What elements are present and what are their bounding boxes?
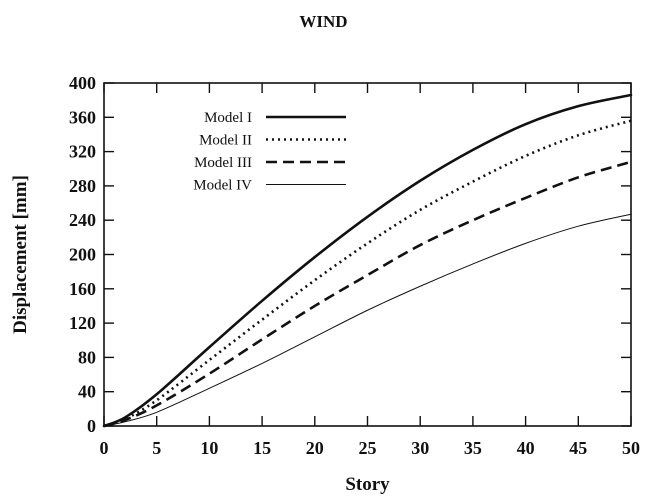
legend-label: Model II — [199, 133, 252, 149]
axes: 0 5 10 15 20 25 30 35 40 45 50 0 40 80 120 160 200 240 280… — [10, 73, 640, 495]
y-tick-label: 280 — [69, 176, 96, 196]
x-tick-label: 0 — [100, 438, 109, 458]
legend-label: Model III — [194, 155, 252, 171]
legend: Model I Model II Model III Model IV — [193, 110, 346, 194]
y-tick-label: 200 — [69, 245, 96, 265]
x-tick-label: 40 — [517, 438, 535, 458]
plot-frame — [103, 82, 632, 427]
x-tick-label: 30 — [411, 438, 429, 458]
x-tick-label: 15 — [253, 438, 271, 458]
y-tick-label: 160 — [69, 279, 96, 299]
x-tick-label: 25 — [359, 438, 377, 458]
x-tick-label: 5 — [152, 438, 161, 458]
chart-title: WIND — [299, 12, 348, 31]
series-line-model-ii — [103, 119, 632, 428]
x-tick-label: 35 — [464, 438, 482, 458]
legend-label: Model I — [204, 110, 252, 126]
y-tick-label: 240 — [69, 210, 96, 230]
y-axis-title: Displacement [mm] — [10, 175, 31, 334]
series-line-model-iii — [103, 160, 632, 428]
series-lines — [102, 93, 633, 428]
y-tick-label: 0 — [87, 416, 96, 436]
y-tick-label: 40 — [78, 382, 96, 402]
x-tick-label: 45 — [569, 438, 587, 458]
series-line-model-i — [102, 93, 633, 428]
y-tick-label: 400 — [69, 73, 96, 93]
y-tick-label: 120 — [69, 313, 96, 333]
x-axis-title: Story — [345, 474, 390, 495]
y-tick-label: 360 — [69, 107, 96, 127]
y-tick-label: 80 — [78, 347, 96, 367]
x-tick-label: 20 — [306, 438, 324, 458]
series-line-model-iv — [103, 213, 632, 427]
x-tick-label: 50 — [622, 438, 640, 458]
x-tick-label: 10 — [200, 438, 218, 458]
y-tick-label: 320 — [69, 142, 96, 162]
legend-label: Model IV — [193, 178, 252, 194]
